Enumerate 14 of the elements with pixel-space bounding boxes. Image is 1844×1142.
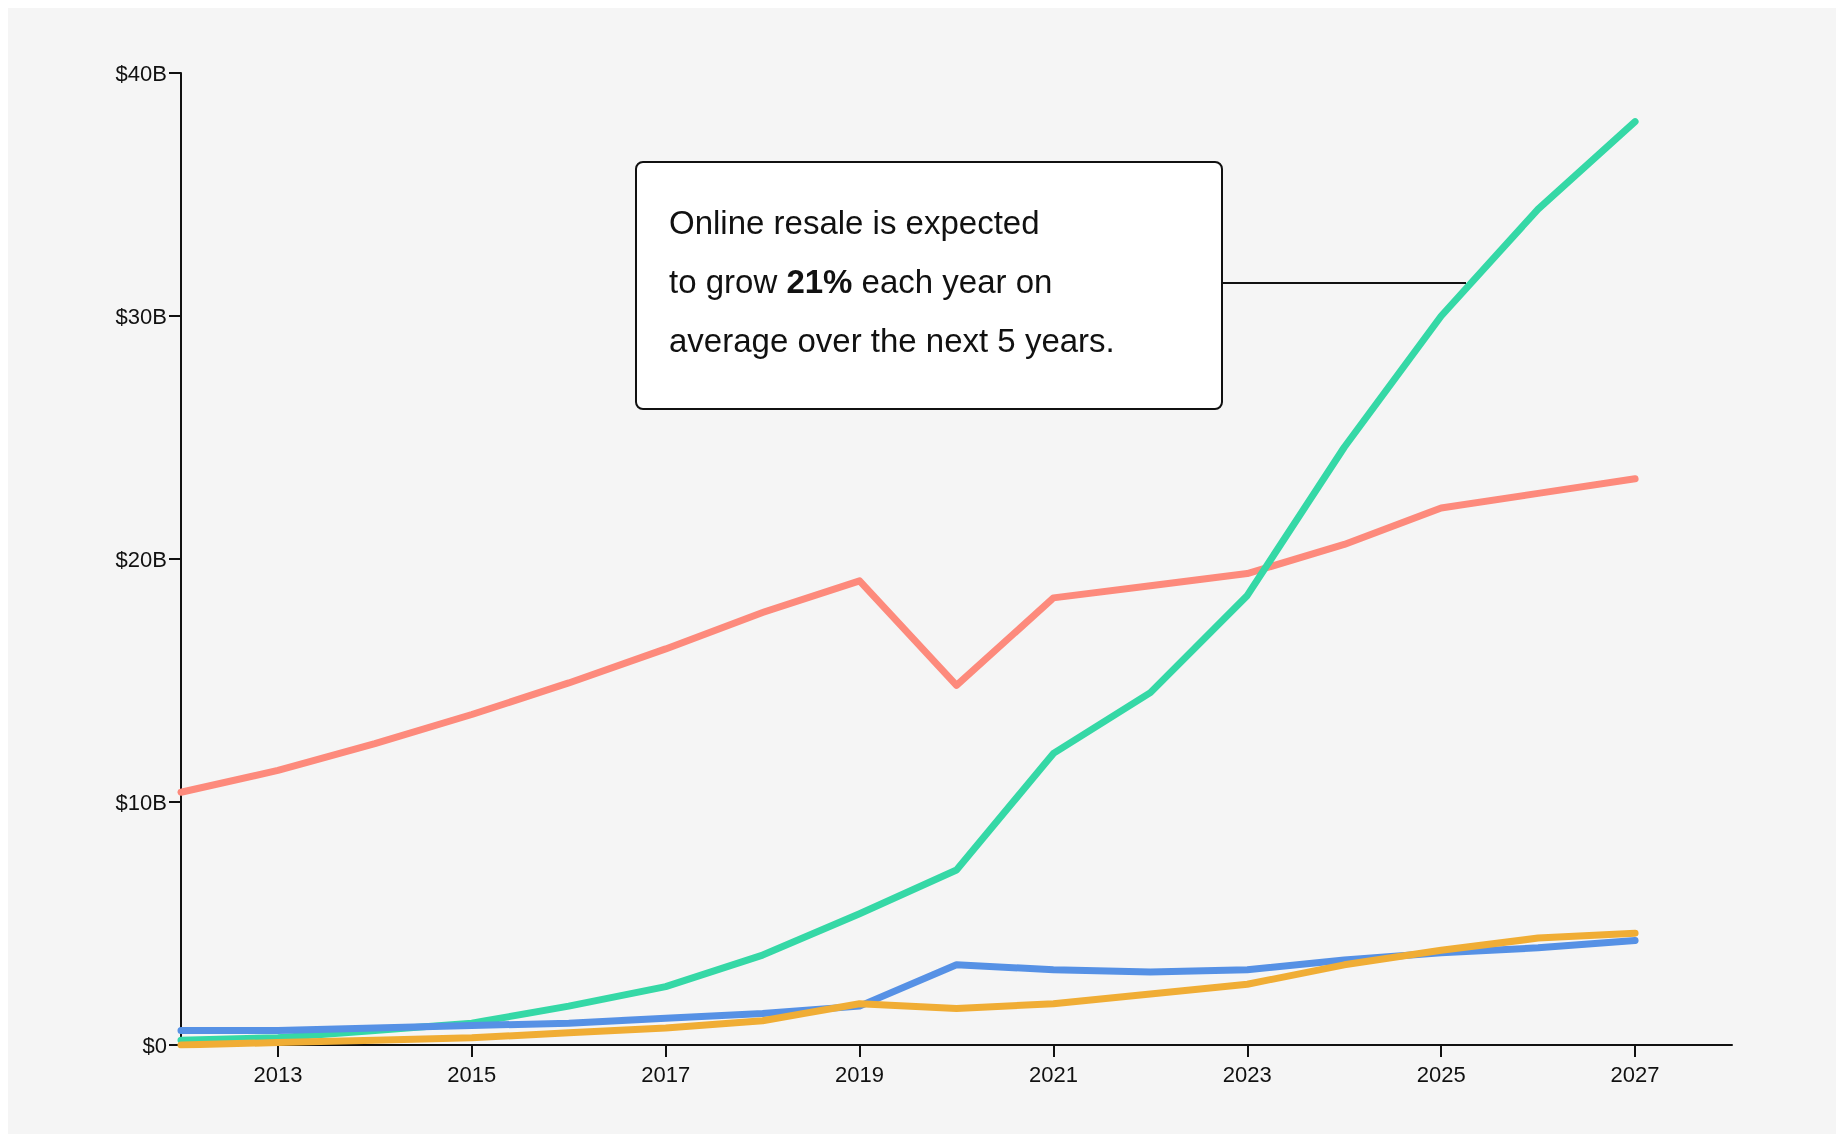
x-tick-label: 2021: [1028, 1061, 1078, 1087]
x-tick-label: 2013: [253, 1061, 303, 1087]
y-tick-label: $20B: [115, 546, 167, 572]
x-tick-label: 2027: [1610, 1061, 1660, 1087]
x-tick-label: 2023: [1222, 1061, 1272, 1087]
y-tick-label: $0: [142, 1032, 167, 1058]
y-tick-label: $10B: [115, 789, 167, 815]
x-tick-label: 2025: [1416, 1061, 1466, 1087]
annotation: Online resale is expected to grow 21% each year on average over the next 5 years.: [669, 204, 1115, 359]
y-tick-label: $40B: [115, 60, 167, 86]
x-tick-label: 2017: [641, 1061, 691, 1087]
x-tick-label: 2019: [835, 1061, 885, 1087]
x-tick-label: 2015: [447, 1061, 497, 1087]
y-tick-label: $30B: [115, 303, 167, 329]
